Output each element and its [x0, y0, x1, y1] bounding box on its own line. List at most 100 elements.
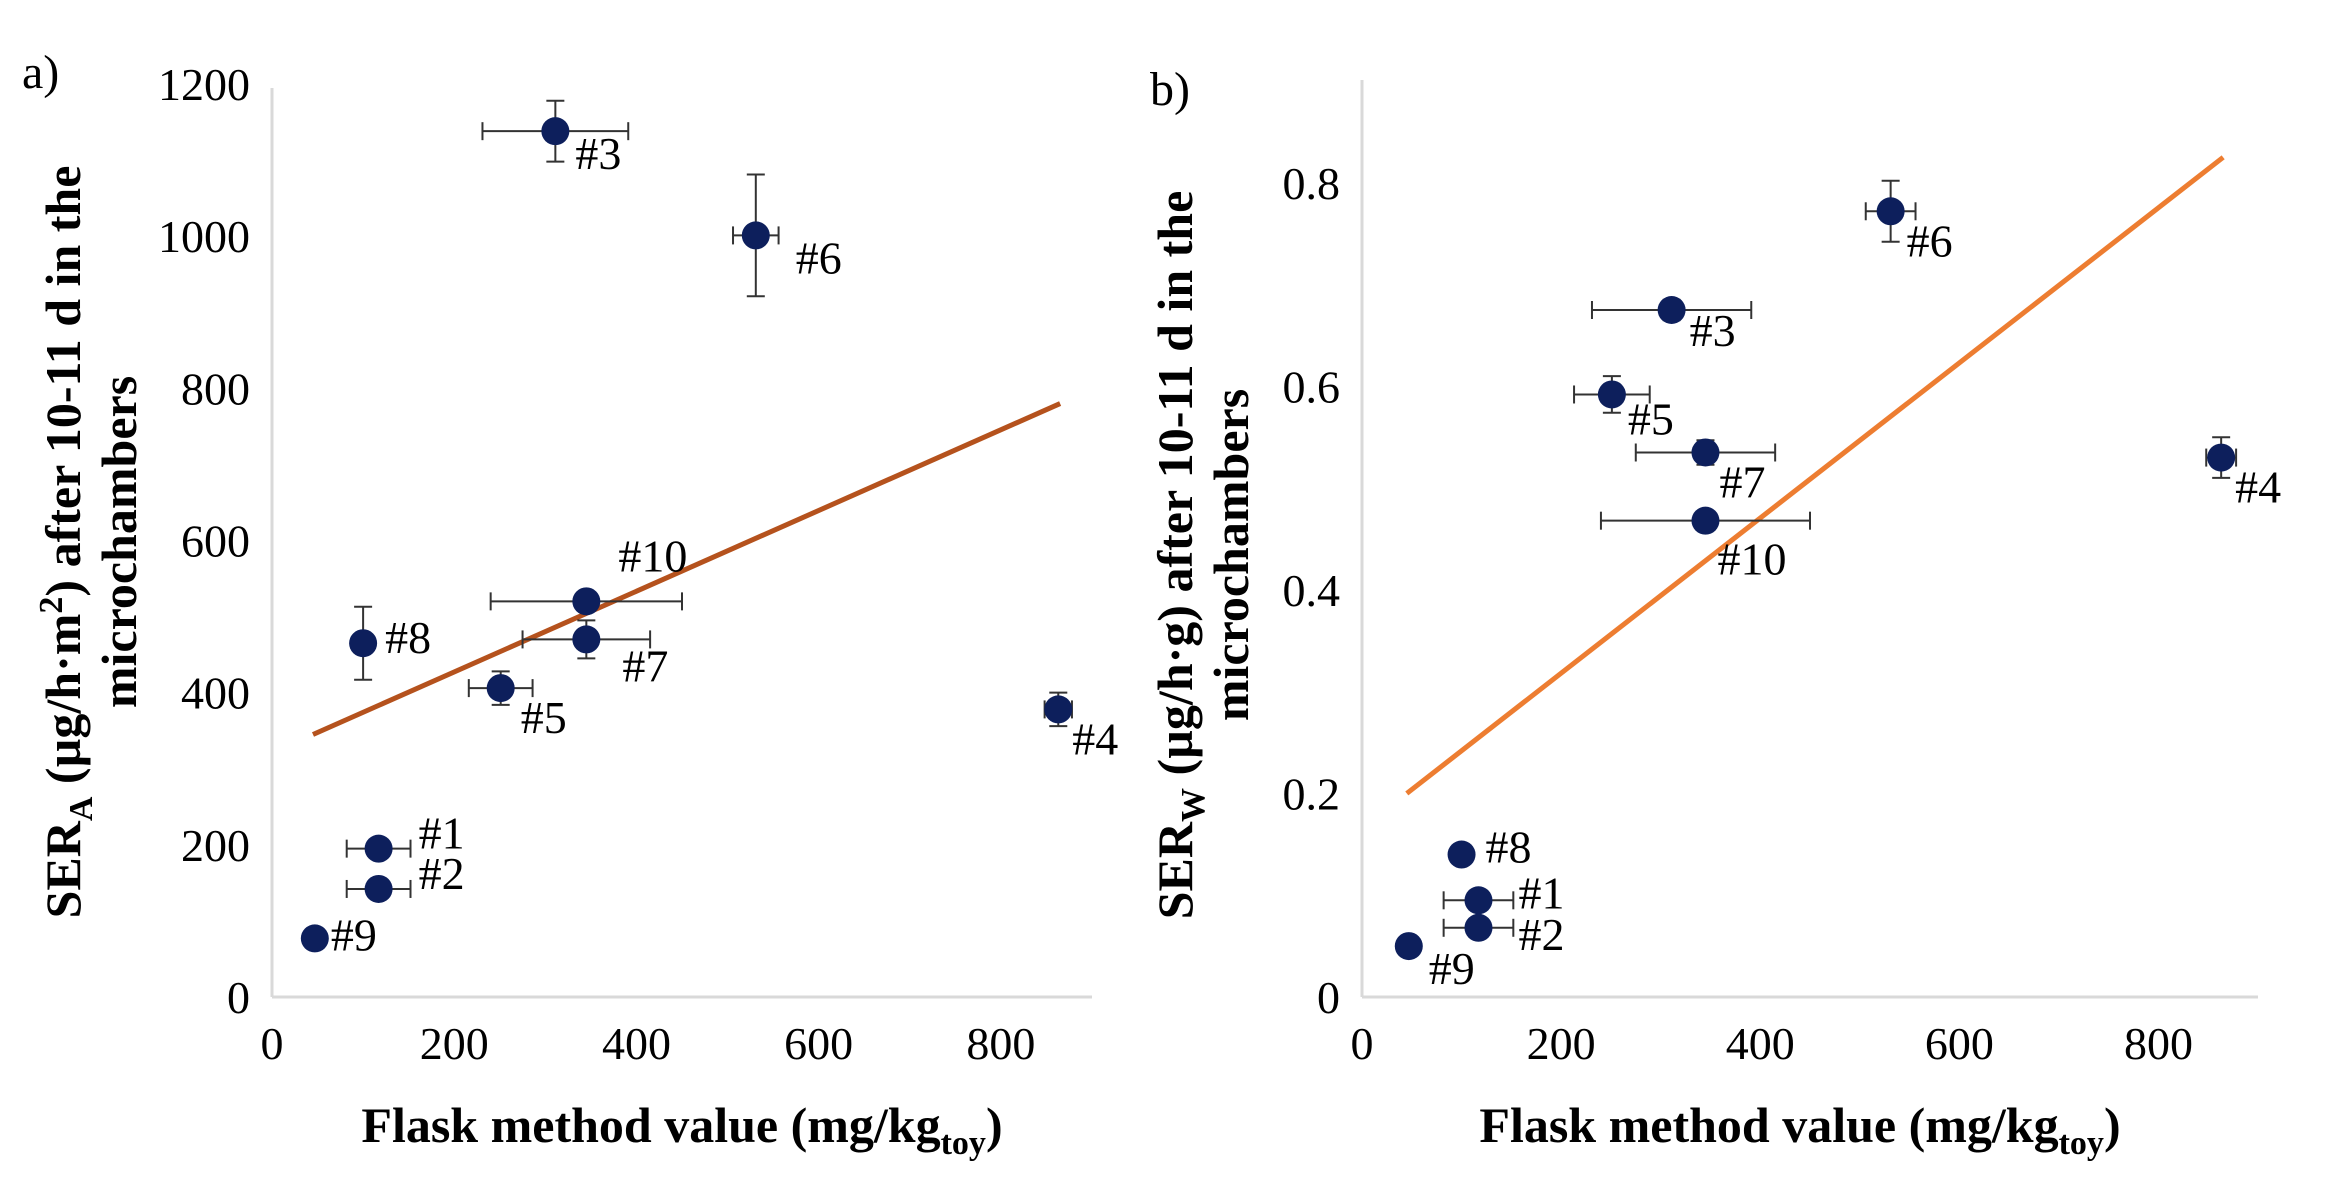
y-tick-label: 0.8	[1283, 158, 1341, 209]
y-tick-label: 200	[181, 820, 250, 871]
y-tick-label: 0	[227, 972, 250, 1023]
y-tick-label: 1000	[158, 211, 250, 262]
data-point	[486, 674, 515, 703]
data-point	[2207, 443, 2236, 472]
data-point	[1876, 197, 1905, 226]
data-point-group: #1	[1442, 867, 1564, 918]
data-point	[1447, 840, 1476, 869]
data-point-group: #1	[345, 808, 465, 863]
x-tick-label: 600	[784, 1018, 853, 1069]
data-point	[1657, 296, 1686, 324]
data-point-group: #7	[1634, 438, 1777, 507]
point-label: #10	[618, 530, 687, 581]
y-tick-label: 600	[181, 516, 250, 567]
data-point-group: #7	[521, 619, 668, 691]
data-point	[1691, 438, 1720, 467]
x-tick-label: 0	[1351, 1018, 1374, 1069]
point-label: #1	[1518, 867, 1564, 918]
trendline	[311, 401, 1062, 737]
panel-a-trendline-group	[311, 401, 1062, 737]
data-point	[572, 625, 601, 654]
data-point	[349, 629, 378, 658]
panel-a-points: #1#2 #3 #4 #5 #6 #7 #8 #9 #10	[300, 99, 1118, 960]
point-label: #2	[1518, 909, 1564, 960]
data-point	[741, 221, 770, 250]
point-label: #1	[419, 808, 465, 859]
y-tick-label: 0.2	[1283, 768, 1341, 819]
data-point-group: #10	[1599, 506, 1811, 585]
y-tick-label: 1200	[158, 59, 250, 110]
x-tick-label: 600	[1925, 1018, 1994, 1069]
data-point	[1464, 886, 1493, 915]
data-point	[541, 117, 570, 146]
panel-a-scatter-chart: a) 0 200 400 600 800 1000 1200 0 200 400 600 800 #…	[22, 46, 1118, 1162]
x-tick-label: 400	[602, 1018, 671, 1069]
panel-a-y-axis-title: SERA (µg/h·m2) after 10-11 d in the micr…	[33, 166, 147, 919]
data-point	[1597, 380, 1626, 409]
y-tick-label: 800	[181, 363, 250, 414]
point-label: #3	[575, 128, 621, 179]
y-tick-label: 0.6	[1283, 361, 1341, 412]
data-point	[1044, 695, 1073, 724]
point-label: #4	[1072, 713, 1118, 764]
x-tick-label: 800	[966, 1018, 1035, 1069]
data-point-group: #10	[489, 530, 687, 616]
panel-a-y-axis-title-line2: microchambers	[91, 376, 147, 708]
point-label: #5	[1628, 393, 1674, 444]
data-point-group: #9	[300, 909, 377, 960]
panel-a-y-axis-title-line1: SERA (µg/h·m2) after 10-11 d in the	[33, 166, 100, 919]
point-label: #9	[331, 909, 377, 960]
panel-a-label: a)	[22, 46, 59, 99]
data-point-group: #5	[467, 670, 567, 743]
panel-a-x-ticks: 0 200 400 600 800	[261, 1018, 1036, 1069]
data-point	[300, 924, 329, 953]
x-tick-label: 400	[1726, 1018, 1795, 1069]
point-label: #7	[622, 640, 668, 691]
panel-b-x-ticks: 0 200 400 600 800	[1351, 1018, 2193, 1069]
data-point	[1691, 506, 1720, 535]
data-point	[1394, 932, 1423, 961]
data-point	[572, 587, 601, 616]
point-label: #7	[1719, 456, 1765, 507]
data-point-group: #6	[732, 173, 842, 298]
point-label: #9	[1429, 943, 1475, 994]
panel-a-y-ticks: 0 200 400 600 800 1000 1200	[158, 59, 250, 1023]
panel-b-scatter-chart: b) 00.20.40.60.8 0 200 400 600 800 #1#2#3#4#…	[1147, 63, 2281, 1162]
panel-b-y-axis-title-line1: SERW (µg/h·g) after 10-11 d in the	[1147, 191, 1212, 920]
panel-b-trendline-group	[1405, 155, 2225, 796]
point-label: #6	[796, 232, 842, 283]
point-label: #3	[1690, 305, 1736, 356]
point-label: #8	[1486, 822, 1532, 873]
data-point-group: #8	[1447, 822, 1532, 873]
point-label: #4	[2235, 462, 2281, 513]
panel-b-y-axis-title-line2: microchambers	[1203, 389, 1259, 721]
panel-b-y-axis-title: SERW (µg/h·g) after 10-11 d in the micro…	[1147, 191, 1259, 920]
data-point-group: #3	[481, 99, 630, 179]
y-tick-label: 400	[181, 668, 250, 719]
x-tick-label: 800	[2124, 1018, 2193, 1069]
panel-b-y-ticks: 0 0.2 0.4 0.6 0.8	[1283, 158, 1341, 1023]
data-point-group: #8	[349, 605, 431, 681]
trendline	[1405, 155, 2225, 796]
x-tick-label: 200	[420, 1018, 489, 1069]
point-label: #6	[1907, 215, 1953, 266]
x-tick-label: 200	[1527, 1018, 1596, 1069]
y-tick-label: 0	[1317, 972, 1340, 1023]
data-point-group: #4	[1043, 691, 1118, 764]
point-label: #10	[1717, 534, 1786, 585]
data-point-group: #3	[1590, 296, 1753, 356]
panel-a-x-axis-title: Flask method value (mg/kgtoy)	[361, 1097, 1002, 1162]
panel-b-label: b)	[1150, 63, 1190, 116]
x-tick-label: 0	[261, 1018, 284, 1069]
data-point	[1464, 913, 1493, 942]
data-point-group: #5	[1573, 375, 1674, 444]
point-label: #8	[385, 612, 431, 663]
point-label: #5	[521, 692, 567, 743]
point-label: #2	[419, 848, 465, 899]
y-tick-label: 0.4	[1283, 565, 1341, 616]
data-point-group: #6	[1864, 179, 1953, 266]
panel-b-x-axis-title: Flask method value (mg/kgtoy)	[1479, 1097, 2120, 1162]
data-point-group: #4	[2205, 436, 2281, 513]
panel-b-points: #1#2 #3 #4 #5 #6 #7 #8 #9 #10	[1394, 179, 2281, 994]
